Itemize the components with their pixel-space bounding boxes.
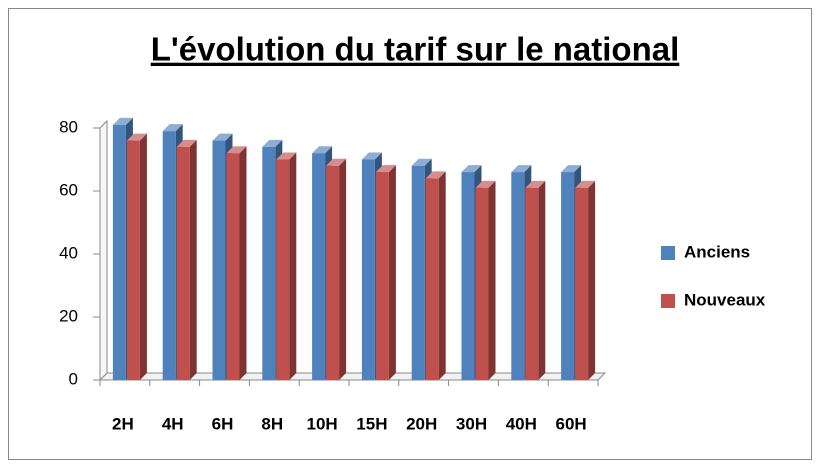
bar <box>511 172 525 380</box>
x-tick-label: 2H <box>112 414 134 433</box>
bar <box>276 159 290 380</box>
bar-top <box>475 180 496 188</box>
bar-top <box>425 171 446 179</box>
bar-side <box>189 139 197 380</box>
bar-top <box>212 133 233 141</box>
bar <box>176 146 190 380</box>
bar <box>326 165 340 380</box>
y-tick-label: 80 <box>59 117 78 136</box>
legend-label: Nouveaux <box>684 290 766 309</box>
bar <box>212 140 226 380</box>
bar <box>425 178 439 380</box>
chart-title: L'évolution du tarif sur le national <box>151 31 680 68</box>
bar-top <box>511 165 532 173</box>
bar <box>262 146 276 380</box>
legend-swatch <box>661 246 675 260</box>
x-tick-label: 6H <box>212 414 234 433</box>
bar-side <box>588 180 596 380</box>
bar-top <box>276 152 297 160</box>
bar <box>126 140 140 380</box>
y-tick-label: 40 <box>59 243 78 262</box>
bar-top <box>361 152 382 160</box>
bar-top <box>525 180 546 188</box>
bar-side <box>388 165 396 380</box>
x-tick-label: 15H <box>356 414 387 433</box>
bar-side <box>438 171 446 380</box>
x-tick-label: 40H <box>506 414 537 433</box>
y-tick-label: 60 <box>59 180 78 199</box>
x-tick-label: 4H <box>162 414 184 433</box>
bar-side <box>538 180 546 380</box>
bar-top <box>375 165 396 173</box>
bar-side <box>339 158 347 380</box>
bar-top <box>326 158 347 166</box>
bar-top <box>176 139 197 147</box>
y-tick-label: 20 <box>59 306 78 325</box>
x-tick-label: 60H <box>556 414 587 433</box>
bar-top <box>162 124 183 132</box>
bar <box>312 153 326 380</box>
bar-side <box>139 133 147 380</box>
bar-top <box>575 180 596 188</box>
bar-side <box>289 152 297 380</box>
bar-top <box>312 146 333 154</box>
legend-swatch <box>661 294 675 308</box>
bar-top <box>262 139 283 147</box>
bar <box>461 172 475 380</box>
bar <box>361 159 375 380</box>
x-tick-label: 8H <box>261 414 283 433</box>
bar <box>112 124 126 380</box>
bar-top <box>561 165 582 173</box>
bar <box>375 172 389 380</box>
bar-top <box>461 165 482 173</box>
x-tick-label: 30H <box>456 414 487 433</box>
y-tick-label: 0 <box>69 369 78 388</box>
bar-top <box>226 146 247 154</box>
bar <box>525 187 539 380</box>
bar-side <box>488 180 496 380</box>
bar-top <box>126 133 147 141</box>
bar <box>411 165 425 380</box>
x-tick-label: 20H <box>406 414 437 433</box>
bar <box>162 131 176 380</box>
bar <box>575 187 589 380</box>
bar-top <box>112 117 133 125</box>
bar <box>561 172 575 380</box>
bar-side <box>239 146 247 380</box>
bar <box>475 187 489 380</box>
legend-label: Anciens <box>684 242 750 261</box>
bar-top <box>411 158 432 166</box>
bar <box>226 153 240 380</box>
back-wall <box>99 119 108 382</box>
x-tick-label: 10H <box>307 414 338 433</box>
